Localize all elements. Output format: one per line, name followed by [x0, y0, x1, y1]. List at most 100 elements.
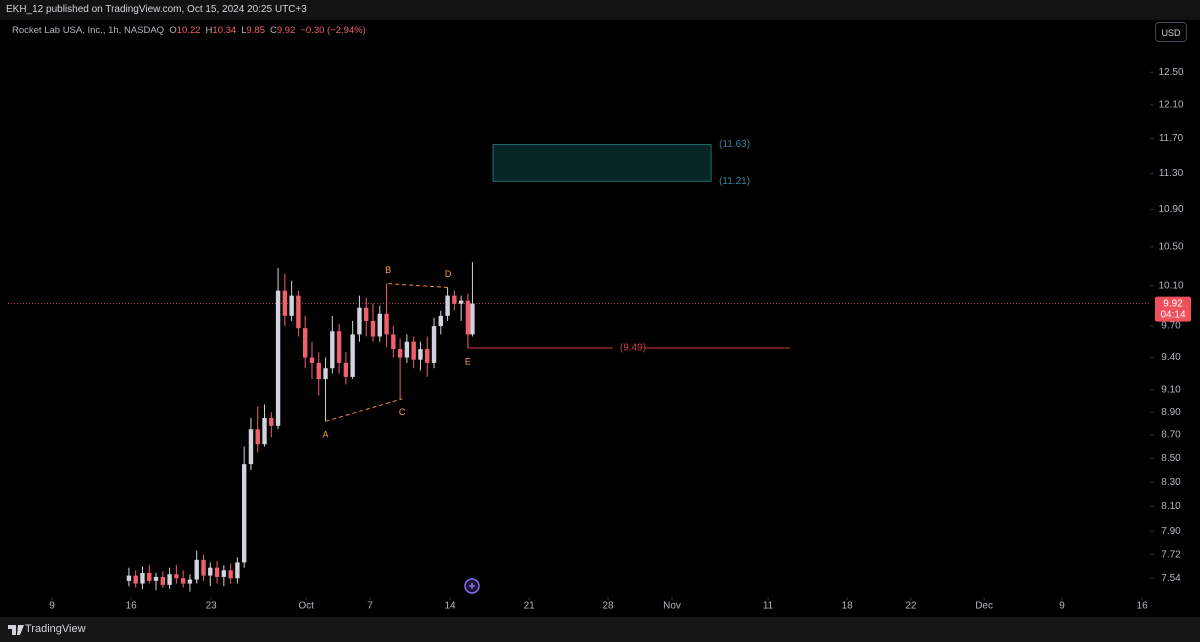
- x-tick-label: 9: [1059, 601, 1065, 612]
- publish-bar: EKH_12 published on TradingView.com, Oct…: [0, 0, 1200, 20]
- candle-body: [438, 315, 443, 327]
- candle-body: [282, 290, 288, 316]
- wave-label: D: [445, 269, 452, 279]
- candle-body: [235, 562, 240, 579]
- y-tick-label: 11.70: [1159, 133, 1184, 144]
- candle-body: [180, 578, 186, 584]
- candle-body: [133, 575, 138, 584]
- wave-line: [388, 283, 451, 289]
- candle-body: [316, 362, 321, 380]
- candle-body: [309, 357, 315, 363]
- x-tick-label: 16: [1137, 601, 1149, 612]
- x-tick-label: 22: [905, 601, 917, 612]
- change: −0.30 (−2.94%): [300, 25, 366, 36]
- x-tick-label: 23: [206, 601, 218, 612]
- wave-label: A: [323, 430, 329, 440]
- x-tick-label: 9: [49, 601, 55, 612]
- candle-body: [431, 326, 437, 363]
- candle-body: [248, 429, 254, 465]
- y-tick-label: 12.10: [1158, 99, 1183, 110]
- price-tag-label: 9.92: [1163, 298, 1183, 309]
- candle-body: [330, 331, 335, 369]
- y-tick-label: 8.70: [1161, 430, 1181, 441]
- x-tick-label: 18: [842, 601, 854, 612]
- x-tick-label: 28: [602, 601, 614, 612]
- candle-body: [445, 295, 450, 316]
- target-zone: [492, 143, 712, 182]
- candle-body: [323, 368, 328, 380]
- wave-label: C: [399, 407, 406, 417]
- wave-label: E: [465, 356, 471, 366]
- candle-body: [404, 341, 410, 358]
- candle-body: [470, 303, 475, 335]
- level-label: (9.49): [620, 343, 646, 354]
- candle-body: [343, 362, 349, 377]
- candle-body: [336, 331, 342, 363]
- candle-body: [302, 328, 308, 358]
- wave-line: [325, 398, 403, 422]
- zone-label: (11.63): [719, 139, 750, 150]
- candle-body: [167, 574, 172, 585]
- candle-body: [465, 300, 471, 335]
- candle-body: [418, 349, 423, 360]
- y-tick-label: 9.10: [1161, 385, 1181, 396]
- countdown: 04:14: [1160, 309, 1185, 320]
- zone-label: (11.21): [719, 176, 750, 187]
- candle-body: [241, 464, 247, 563]
- candle-body: [364, 307, 369, 321]
- candle-body: [269, 417, 274, 426]
- y-tick-label: 7.90: [1161, 526, 1181, 537]
- publisher: EKH_12 published on TradingView.com, Oct…: [6, 4, 307, 15]
- ohlc: O10.22 H10.34 L9.85 C9.92: [169, 25, 300, 36]
- candle-body: [194, 559, 199, 580]
- y-tick-label: 11.30: [1159, 168, 1184, 179]
- candle-body: [214, 567, 220, 577]
- ohlc-value: 9.92: [276, 25, 296, 36]
- x-tick-label: 21: [524, 601, 536, 612]
- y-tick-label: 9.40: [1161, 352, 1181, 363]
- x-tick-label: 11: [763, 601, 774, 612]
- candle-body: [140, 572, 145, 584]
- y-tick-label: 8.50: [1161, 453, 1181, 464]
- y-tick-label: 8.30: [1161, 477, 1181, 488]
- candle-body: [384, 313, 389, 335]
- candle-body: [262, 417, 267, 445]
- logo: [8, 625, 24, 635]
- candle-body: [153, 576, 159, 581]
- candle-body: [397, 349, 403, 358]
- candle-body: [458, 300, 464, 304]
- candle-body: [275, 290, 281, 426]
- candle-body: [296, 295, 301, 329]
- symbol: Rocket Lab USA, Inc., 1h, NASDAQ: [12, 25, 165, 36]
- candle-body: [126, 575, 132, 581]
- y-tick-label: 10.50: [1158, 241, 1183, 252]
- candle-body: [147, 572, 152, 581]
- ohlc-key: L: [241, 25, 247, 36]
- y-tick-label: 10.10: [1158, 280, 1183, 291]
- candle-body: [357, 307, 362, 335]
- y-tick-label: 12.50: [1158, 67, 1183, 78]
- y-tick-label: 7.72: [1161, 549, 1181, 560]
- x-tick-label: 14: [445, 601, 457, 612]
- currency-button[interactable]: USD: [1155, 22, 1187, 42]
- ohlc-value: 10.22: [176, 25, 201, 36]
- level-label-bg: [612, 342, 645, 355]
- candle-body: [391, 334, 396, 350]
- ohlc-key: O: [169, 25, 177, 36]
- y-tick-label: 9.70: [1161, 321, 1181, 332]
- ohlc-key: H: [205, 25, 213, 36]
- candle-body: [174, 574, 179, 579]
- candle-body: [350, 334, 355, 377]
- candle-body: [377, 313, 382, 337]
- x-tick-label: Oct: [298, 601, 314, 612]
- candle-body: [221, 570, 227, 577]
- price-tag: [1155, 296, 1191, 322]
- x-tick-label: 16: [126, 601, 138, 612]
- y-tick-label: 8.10: [1161, 501, 1181, 512]
- candle-body: [208, 567, 213, 576]
- y-tick-label: 8.90: [1161, 407, 1181, 418]
- candle-body: [228, 570, 233, 579]
- candle-body: [289, 295, 294, 316]
